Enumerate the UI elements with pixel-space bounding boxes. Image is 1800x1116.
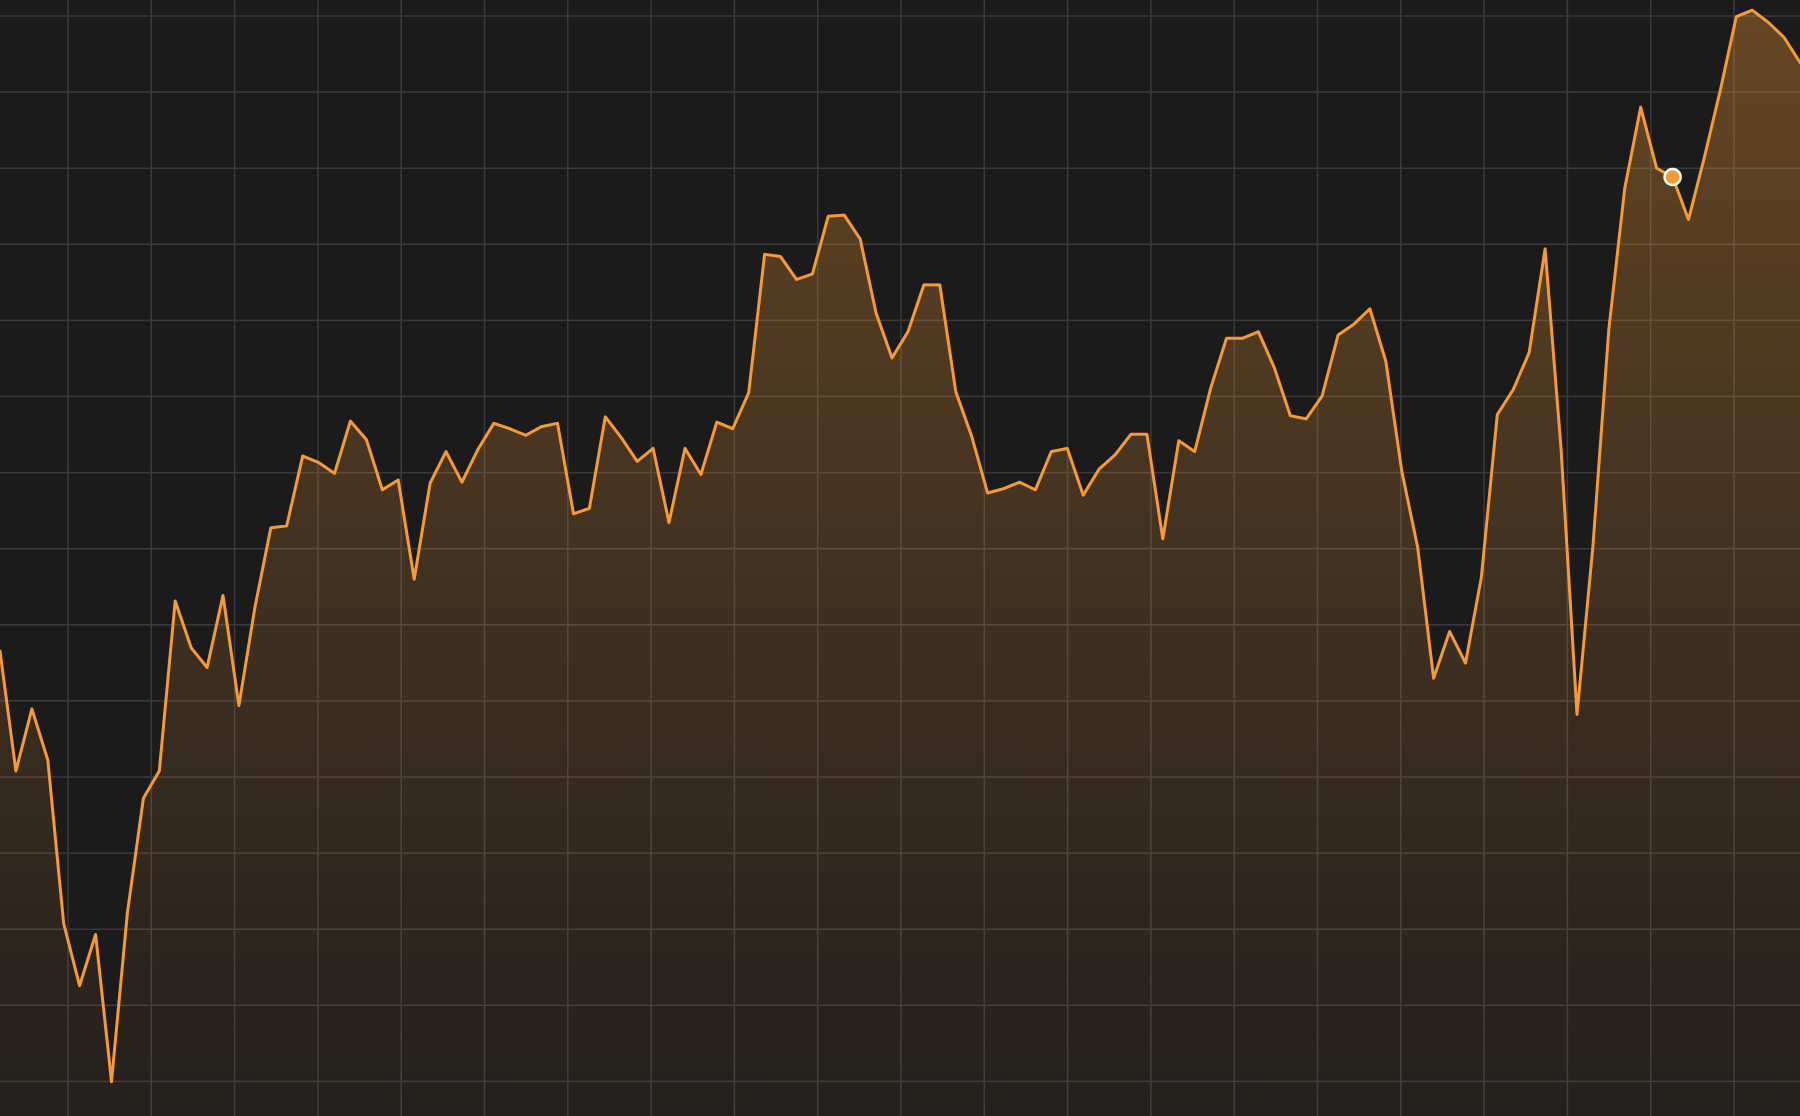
data-points bbox=[1663, 167, 1682, 187]
series-area-fill bbox=[0, 10, 1800, 1116]
highlighted-data-point[interactable] bbox=[1663, 167, 1682, 187]
series-line bbox=[0, 8, 1800, 1084]
